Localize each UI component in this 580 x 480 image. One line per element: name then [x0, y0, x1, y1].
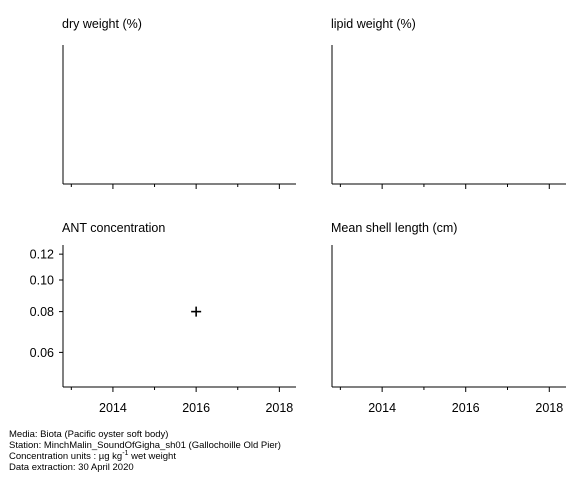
panel-title: Mean shell length (cm)	[331, 221, 457, 235]
footer-extraction: Data extraction: 30 April 2020	[9, 462, 134, 473]
x-tick-label: 2014	[368, 401, 396, 415]
y-tick-label: 0.10	[30, 273, 54, 287]
panel-3: ANT concentration 2014 2016 2018 0.06 0.08 0.1…	[30, 221, 296, 415]
x-tick-label: 2016	[452, 401, 480, 415]
y-tick-label: 0.12	[30, 248, 54, 262]
x-tick-label: 2016	[182, 401, 210, 415]
footer-station: Station: MinchMalin_SoundOfGigha_sh01 (G…	[9, 440, 281, 451]
panel-2: lipid weight (%)	[331, 17, 566, 189]
footer-units-prefix: Concentration units : µg kg	[9, 451, 123, 462]
y-tick-label: 0.06	[30, 346, 54, 360]
x-tick-label: 2014	[99, 401, 127, 415]
panel-title: lipid weight (%)	[331, 17, 416, 31]
footer-units-superscript: -1	[122, 450, 129, 457]
panel-title: ANT concentration	[62, 221, 165, 235]
panel-1: dry weight (%)	[62, 17, 296, 189]
footer-notes: Media: Biota (Pacific oyster soft body) …	[9, 429, 281, 473]
x-tick-label: 2018	[535, 401, 563, 415]
footer-units: Concentration units : µg kg-1 wet weight	[9, 450, 281, 462]
x-tick-label: 2018	[265, 401, 293, 415]
data-point	[191, 306, 202, 317]
footer-units-suffix: wet weight	[128, 451, 176, 462]
panel-title: dry weight (%)	[62, 17, 142, 31]
y-tick-label: 0.08	[30, 305, 54, 319]
footer-media: Media: Biota (Pacific oyster soft body)	[9, 429, 169, 440]
panel-4: Mean shell length (cm) 2014 2016 2018	[331, 221, 566, 415]
